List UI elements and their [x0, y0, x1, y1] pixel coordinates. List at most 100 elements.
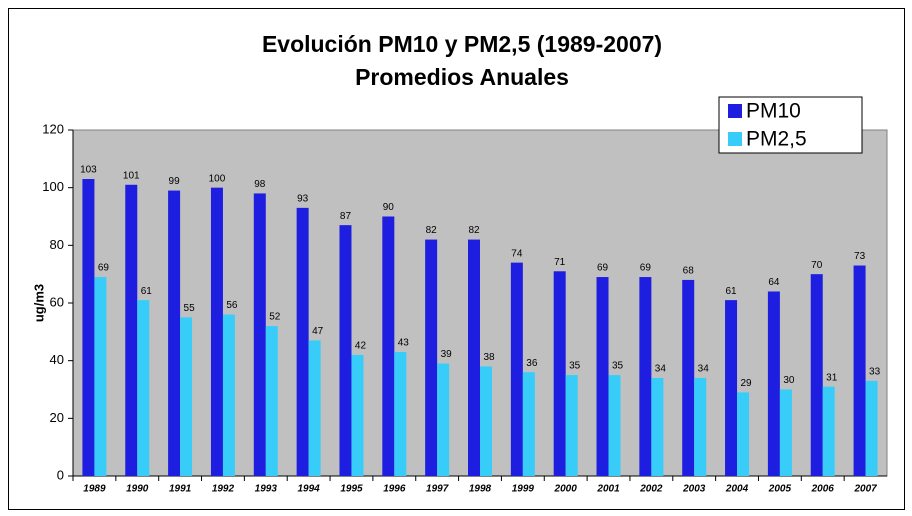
bar [682, 279, 695, 476]
bar [339, 225, 352, 476]
x-tick-label: 1997 [426, 484, 449, 495]
value-label: 33 [869, 366, 881, 377]
bar [480, 366, 492, 476]
bar [296, 207, 309, 476]
bar [137, 300, 150, 476]
x-tick-label: 2003 [682, 484, 706, 495]
bar [779, 389, 792, 476]
bar [767, 291, 780, 476]
value-label: 30 [783, 375, 795, 386]
value-label: 47 [312, 326, 324, 337]
x-tick-label: 2005 [768, 484, 792, 495]
value-label: 99 [169, 176, 181, 187]
bar [82, 179, 95, 476]
value-label: 82 [426, 225, 438, 236]
y-tick-label: 100 [42, 179, 64, 194]
bar [180, 317, 193, 476]
y-tick-label: 40 [50, 352, 64, 367]
bar [125, 184, 138, 477]
x-tick-label: 2006 [811, 484, 835, 495]
value-label: 43 [398, 338, 410, 349]
bar [222, 314, 235, 476]
value-label: 70 [811, 260, 823, 271]
y-tick-label: 20 [50, 410, 64, 425]
bar [853, 265, 866, 476]
value-label: 101 [123, 170, 140, 181]
x-tick-label: 1995 [340, 484, 363, 495]
value-label: 55 [184, 303, 196, 314]
value-label: 38 [483, 352, 495, 363]
value-label: 69 [597, 263, 609, 274]
legend-label: PM2,5 [746, 128, 807, 151]
bar [522, 372, 535, 476]
x-tick-label: 1989 [83, 484, 106, 495]
value-label: 64 [768, 277, 780, 288]
x-tick-label: 2002 [639, 484, 663, 495]
bar [351, 354, 364, 476]
legend-swatch [728, 132, 742, 146]
value-label: 31 [826, 372, 838, 383]
bar [553, 271, 566, 476]
value-label: 42 [355, 341, 367, 352]
bar [437, 363, 450, 476]
bar [810, 274, 823, 476]
value-label: 39 [441, 349, 453, 360]
bar [510, 262, 523, 476]
value-label: 93 [297, 193, 309, 204]
x-tick-label: 1993 [255, 484, 278, 495]
value-label: 35 [569, 361, 581, 372]
value-label: 68 [683, 266, 695, 277]
x-tick-label: 2004 [725, 484, 749, 495]
value-label: 90 [383, 202, 395, 213]
bar [468, 239, 480, 476]
value-label: 34 [698, 364, 710, 375]
bar [253, 193, 266, 476]
bar [565, 375, 578, 476]
bar [651, 377, 664, 476]
legend-swatch [728, 104, 742, 118]
x-tick-label: 1990 [126, 484, 149, 495]
value-label: 34 [655, 364, 667, 375]
value-label: 29 [740, 378, 752, 389]
bar [596, 277, 609, 476]
bar [865, 380, 878, 476]
value-label: 87 [340, 211, 352, 222]
bar [308, 340, 321, 476]
x-tick-label: 1994 [298, 484, 321, 495]
x-tick-label: 1999 [512, 484, 535, 495]
value-label: 35 [612, 361, 624, 372]
value-label: 61 [141, 286, 153, 297]
y-axis-label: ug/m3 [31, 284, 46, 322]
bar [822, 386, 835, 476]
bar [94, 277, 107, 476]
bar [737, 392, 750, 476]
bar [382, 216, 395, 476]
legend-box [718, 96, 863, 154]
value-label: 61 [725, 286, 737, 297]
value-label: 98 [254, 179, 266, 190]
bar [210, 187, 223, 476]
value-label: 36 [526, 358, 538, 369]
y-tick-label: 120 [42, 121, 64, 136]
bar [639, 277, 652, 476]
y-tick-label: 60 [50, 294, 64, 309]
value-label: 69 [640, 263, 652, 274]
x-tick-label: 1992 [212, 484, 235, 495]
bar [425, 239, 438, 476]
value-label: 103 [80, 165, 97, 176]
x-tick-label: 1996 [383, 484, 406, 495]
x-tick-label: 2007 [853, 484, 877, 495]
value-label: 82 [468, 225, 480, 236]
chart-title: Evolución PM10 y PM2,5 (1989-2007) [262, 31, 662, 57]
value-label: 100 [209, 173, 226, 184]
value-label: 71 [554, 257, 566, 268]
x-tick-label: 2000 [554, 484, 578, 495]
bar [168, 190, 181, 477]
value-label: 69 [98, 263, 110, 274]
x-tick-label: 1998 [469, 484, 492, 495]
value-label: 52 [269, 312, 281, 323]
bar [694, 377, 707, 476]
bar [265, 326, 278, 476]
chart-subtitle: Promedios Anuales [355, 64, 569, 90]
